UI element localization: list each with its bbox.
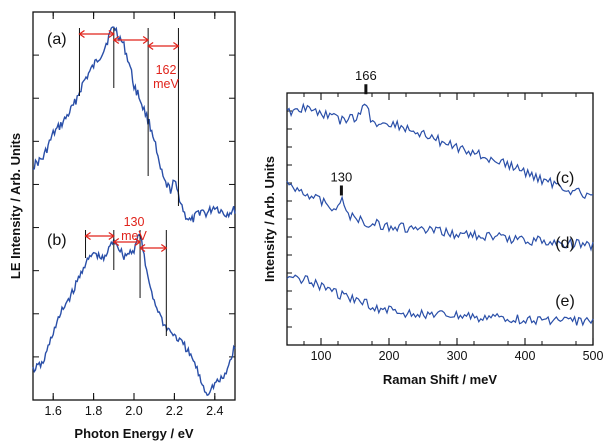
left-tick-labels: 1.6 1.8 2.0 2.2 2.4 <box>45 404 224 418</box>
raman-line-c <box>286 102 594 200</box>
left-x-tick-label: 2.4 <box>206 404 223 418</box>
peak-label: 130 <box>331 169 353 184</box>
panel-a-line <box>32 26 236 223</box>
spacing-unit-label: meV <box>153 77 179 91</box>
arrow-head <box>108 232 115 240</box>
series-label: (d) <box>555 235 575 252</box>
right-x-tick-label: 200 <box>379 349 400 363</box>
right-x-tick-label: 500 <box>583 349 604 363</box>
arrow-head <box>139 244 146 252</box>
left-x-tick-label: 2.2 <box>166 404 183 418</box>
left-x-axis-label: Photon Energy / eV <box>74 426 194 441</box>
series-label: (c) <box>556 170 575 187</box>
arrow-head <box>84 232 91 240</box>
right-tick-labels: 100 200 300 400 500 <box>311 349 604 363</box>
left-plot-frame <box>32 11 236 401</box>
series-label: (e) <box>555 293 575 310</box>
arrow-head <box>112 238 120 246</box>
spacing-value-label: 162 <box>156 63 177 77</box>
panel-b-line <box>32 233 236 397</box>
right-x-tick-label: 400 <box>515 349 536 363</box>
spacing-value-label: 130 <box>124 215 145 229</box>
left-y-axis-label: LE Intensity / Arb. Units <box>8 133 23 279</box>
spacing-unit-label: meV <box>121 229 147 243</box>
left-x-tick-label: 1.6 <box>45 404 62 418</box>
left-x-tick-label: 1.8 <box>85 404 102 418</box>
right-series <box>286 102 594 327</box>
raman-spectra-chart: 100 200 300 400 500 (c) 166 (d) 130 (e) Raman Sh… <box>262 68 603 387</box>
right-x-axis-label: Raman Shift / meV <box>383 372 497 387</box>
right-x-tick-label: 300 <box>447 349 468 363</box>
raman-line-e <box>286 274 594 327</box>
arrow-head <box>112 36 120 44</box>
panel-label: (b) <box>47 232 67 249</box>
peak-label: 166 <box>355 68 377 83</box>
right-x-tick-label: 100 <box>311 349 332 363</box>
right-plot-frame <box>286 92 594 346</box>
left-ticks <box>33 12 235 400</box>
panel-label: (a) <box>47 31 67 48</box>
arrow-head <box>134 238 142 246</box>
arrow-head <box>160 244 168 252</box>
arrow-head <box>108 30 115 38</box>
raman-line-d <box>286 180 594 252</box>
arrow-head <box>147 42 154 50</box>
left-x-tick-label: 2.0 <box>125 404 142 418</box>
left-series <box>32 26 236 397</box>
arrow-head <box>78 30 85 38</box>
right-y-axis-label: Intensity / Arb. Units <box>262 156 277 282</box>
right-annotations: (c) 166 (d) 130 (e) <box>331 68 575 310</box>
arrow-head <box>173 42 180 50</box>
right-ticks <box>287 93 594 345</box>
arrow-head <box>142 36 150 44</box>
